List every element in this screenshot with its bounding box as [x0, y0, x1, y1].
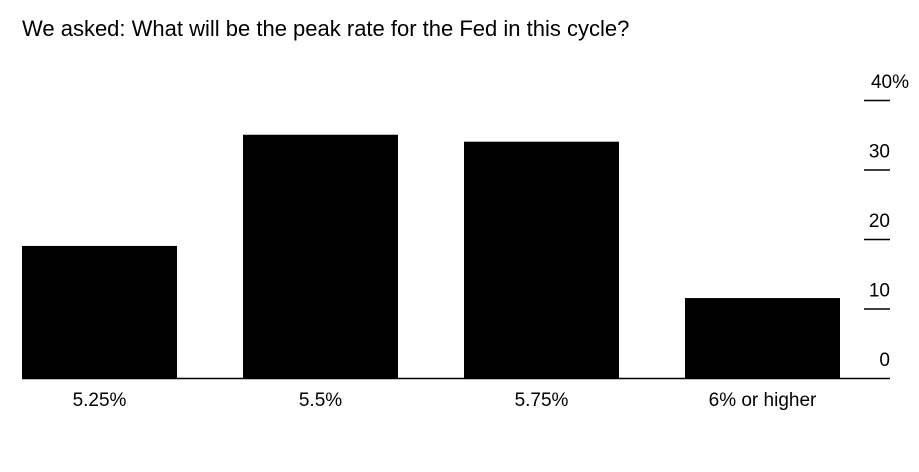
x-tick-label: 5.25%: [73, 390, 127, 411]
y-tick-label: 40%: [871, 72, 909, 93]
y-tick-label: 20: [869, 211, 890, 232]
chart-title: We asked: What will be the peak rate for…: [22, 16, 630, 41]
x-tick-label: 5.75%: [515, 390, 569, 411]
bar-3: [685, 298, 840, 378]
y-tick-label: 30: [869, 142, 890, 163]
bar-1: [243, 134, 398, 378]
y-axis: 0 10 20 30 40%: [864, 72, 909, 371]
bar-0: [22, 245, 177, 378]
x-tick-label: 6% or higher: [709, 390, 817, 411]
y-tick-label: 0: [879, 350, 890, 371]
bar-2: [464, 141, 619, 378]
x-tick-label: 5.5%: [299, 390, 342, 411]
x-tick-labels: 5.25% 5.5% 5.75% 6% or higher: [73, 390, 817, 411]
bars-group: [22, 134, 840, 378]
y-tick-label: 10: [869, 281, 890, 302]
